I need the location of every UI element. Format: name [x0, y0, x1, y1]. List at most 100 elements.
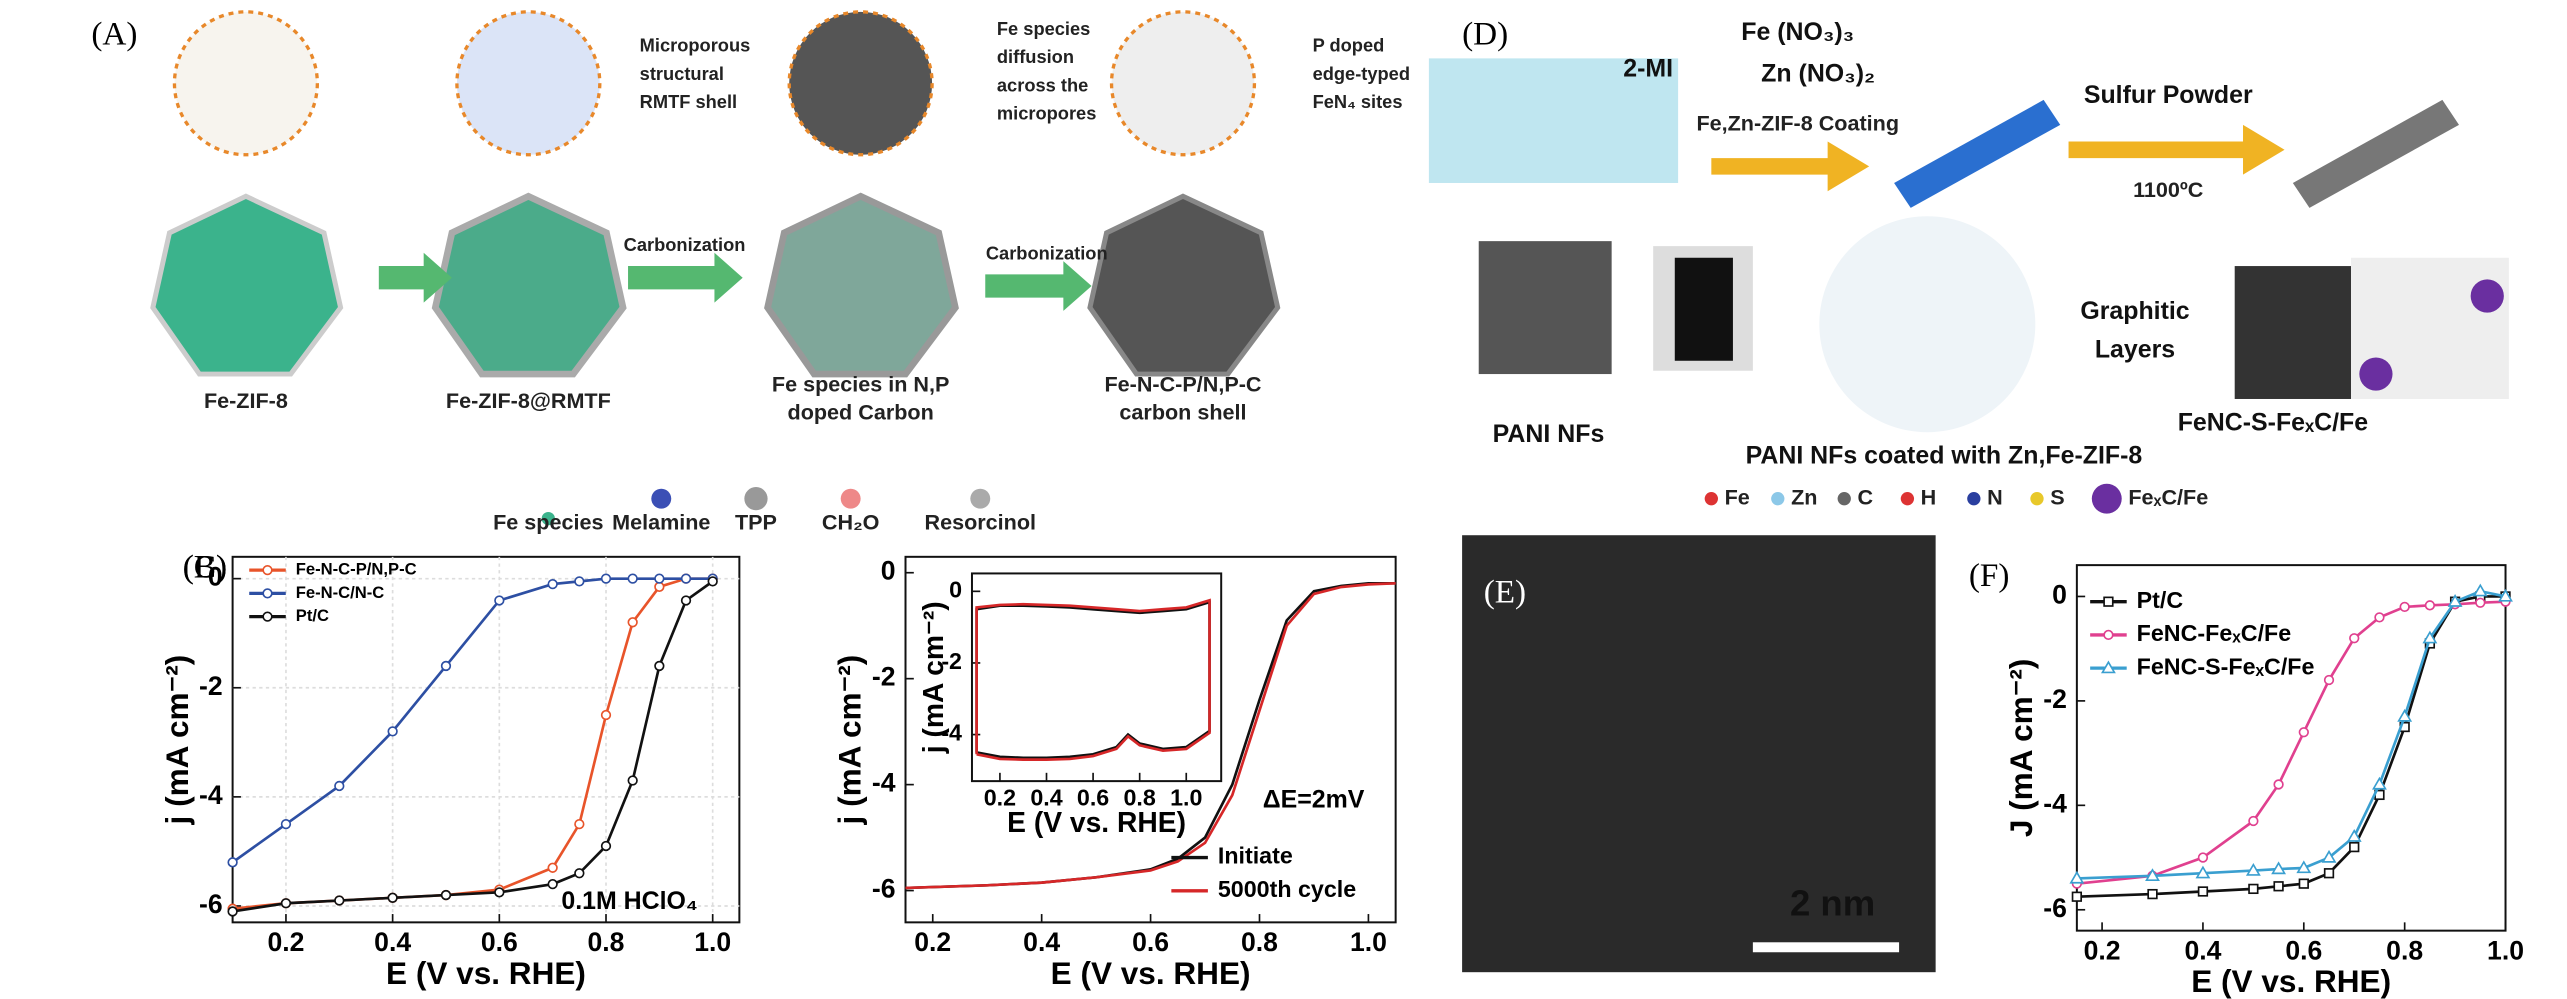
marker: [2248, 815, 2259, 827]
marker: [574, 818, 585, 830]
marker: [2245, 862, 2261, 876]
marker: [2323, 868, 2335, 879]
marker: [2346, 829, 2362, 842]
x-tick-label: 1.0: [694, 927, 731, 957]
marker: [2271, 861, 2287, 875]
marker: [574, 868, 585, 879]
label: P doped: [1313, 35, 1385, 56]
legend-label: Pt/C: [296, 606, 329, 625]
legend-marker: [2103, 596, 2114, 607]
x-tick-label: 0.4: [1030, 785, 1062, 811]
label: CH₂O: [822, 509, 880, 534]
x-tick-label: 0.8: [588, 927, 625, 957]
marker: [440, 889, 452, 901]
marker: [2472, 583, 2488, 597]
marker: [600, 840, 612, 852]
label: Resorcinol: [925, 509, 1037, 534]
x-tick-label: 0.2: [267, 927, 304, 957]
marker: [600, 573, 612, 584]
legend-dot: [1967, 492, 1981, 506]
marker: [2349, 841, 2360, 853]
label: Fe species in N,P: [772, 371, 950, 396]
x-tick-label: 1.0: [1350, 927, 1387, 957]
panel-label: (C): [183, 549, 227, 586]
legend-label: Fe-N-C-P/N,P-C: [296, 560, 417, 579]
annotation: ΔE=2mV: [1263, 786, 1365, 814]
label: S: [2050, 484, 2064, 509]
marker: [547, 862, 558, 873]
y-tick-label: -2: [941, 648, 962, 674]
label: across the: [997, 74, 1088, 95]
y-tick-label: -4: [2043, 788, 2067, 818]
label: Melamine: [612, 509, 710, 534]
y-tick-label: 0: [881, 556, 896, 586]
x-tick-label: 0.6: [1077, 785, 1109, 811]
marker: [2424, 600, 2436, 611]
x-tick-label: 0.4: [2184, 935, 2221, 965]
label: C: [1858, 484, 1874, 509]
marker: [334, 780, 345, 792]
legend-marker: [262, 564, 273, 576]
panel-label: (F): [1969, 557, 2010, 594]
y-tick-label: 0: [2052, 579, 2067, 609]
annotation: 0.1M HClO₄: [561, 887, 697, 915]
y-tick-label: -6: [199, 889, 223, 919]
x-tick-label: 0.2: [984, 785, 1016, 811]
label: Zn (NO₃)₂: [1761, 60, 1875, 88]
label: Layers: [2095, 335, 2175, 363]
marker: [2248, 883, 2259, 895]
marker: [2349, 633, 2360, 644]
marker: [2069, 870, 2085, 884]
marker: [2145, 868, 2160, 881]
y-axis-label: j (mA cm⁻²): [917, 601, 949, 754]
legend-marker: [2101, 660, 2116, 674]
marker: [2374, 612, 2385, 623]
x-tick-label: 0.4: [1023, 927, 1060, 957]
marker: [2321, 849, 2337, 863]
marker: [2475, 597, 2486, 608]
y-tick-label: -6: [2043, 893, 2067, 923]
marker: [2195, 865, 2211, 879]
label: (E): [1484, 574, 1526, 611]
y-tick-label: -2: [2043, 684, 2067, 714]
label: doped Carbon: [788, 400, 934, 425]
x-tick-label: 0.2: [2084, 935, 2121, 965]
y-tick-label: -2: [872, 662, 896, 692]
label: (D): [1462, 15, 1508, 52]
marker: [547, 879, 558, 890]
label: Graphitic: [2080, 297, 2189, 325]
label: (A): [91, 15, 137, 52]
marker: [2422, 630, 2438, 644]
micrograph: [1462, 535, 1936, 973]
x-tick-label: 1.0: [2487, 935, 2524, 965]
label: FeNC-S-FeₓC/Fe: [2178, 408, 2368, 436]
x-tick-label: 0.8: [2386, 935, 2423, 965]
x-tick-label: 0.8: [1124, 785, 1156, 811]
legend-label: FeNC-S-FeₓC/Fe: [2137, 653, 2315, 679]
legend-label: Pt/C: [2137, 587, 2184, 613]
x-tick-label: 0.6: [481, 927, 518, 957]
y-tick-label: -6: [872, 874, 896, 904]
label: carbon shell: [1119, 400, 1246, 425]
x-tick-label: 0.6: [1132, 927, 1169, 957]
label: Fe species: [997, 18, 1090, 39]
label: RMTF shell: [640, 91, 737, 112]
x-axis-label: E (V vs. RHE): [1007, 806, 1186, 838]
y-tick-label: 0: [208, 562, 223, 592]
y-tick-label: -4: [941, 720, 962, 746]
marker: [654, 573, 665, 584]
label: 2-MI: [1623, 55, 1673, 83]
panel-label: (B): [183, 549, 227, 586]
y-axis-label: j (mA cm⁻²): [159, 655, 195, 826]
label: TPP: [735, 509, 777, 534]
label: PANI NFs coated with Zn,Fe-ZIF-8: [1746, 442, 2143, 470]
panel-d-art: [1428, 58, 2509, 433]
legend-dot: [1771, 492, 1785, 506]
label: Microporous: [640, 35, 751, 56]
label: 2 nm: [1790, 882, 1875, 923]
legend-dot: [1704, 492, 1718, 506]
marker: [2071, 891, 2083, 902]
marker: [627, 775, 638, 786]
legend-marker: [262, 611, 273, 622]
